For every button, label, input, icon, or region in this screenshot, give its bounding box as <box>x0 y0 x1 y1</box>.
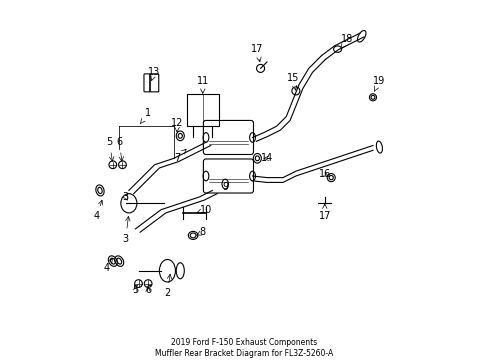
Text: 17: 17 <box>251 44 263 62</box>
Text: 19: 19 <box>372 76 385 91</box>
Text: 8: 8 <box>196 227 205 237</box>
Text: 11: 11 <box>196 76 208 93</box>
Text: 17: 17 <box>318 204 330 221</box>
Bar <box>186 94 218 126</box>
Text: 6: 6 <box>116 137 123 161</box>
Text: 1: 1 <box>140 108 151 123</box>
Text: 12: 12 <box>170 118 183 132</box>
Text: 7: 7 <box>174 149 186 163</box>
Text: 9: 9 <box>222 182 228 192</box>
Text: 6: 6 <box>145 285 151 295</box>
Text: 10: 10 <box>197 205 212 215</box>
Text: 4: 4 <box>103 258 112 273</box>
Text: 5: 5 <box>132 285 138 295</box>
Text: 5: 5 <box>106 137 114 161</box>
Text: 2: 2 <box>164 274 171 298</box>
Text: 3: 3 <box>122 216 130 244</box>
Text: 16: 16 <box>318 170 330 179</box>
Text: 4: 4 <box>94 200 102 221</box>
Text: 18: 18 <box>341 35 353 49</box>
Text: 14: 14 <box>260 153 273 163</box>
Text: 2019 Ford F-150 Exhaust Components
Muffler Rear Bracket Diagram for FL3Z-5260-A: 2019 Ford F-150 Exhaust Components Muffl… <box>155 338 333 357</box>
Text: 15: 15 <box>286 73 298 90</box>
Text: 13: 13 <box>148 67 161 81</box>
Text: 3: 3 <box>122 192 128 202</box>
